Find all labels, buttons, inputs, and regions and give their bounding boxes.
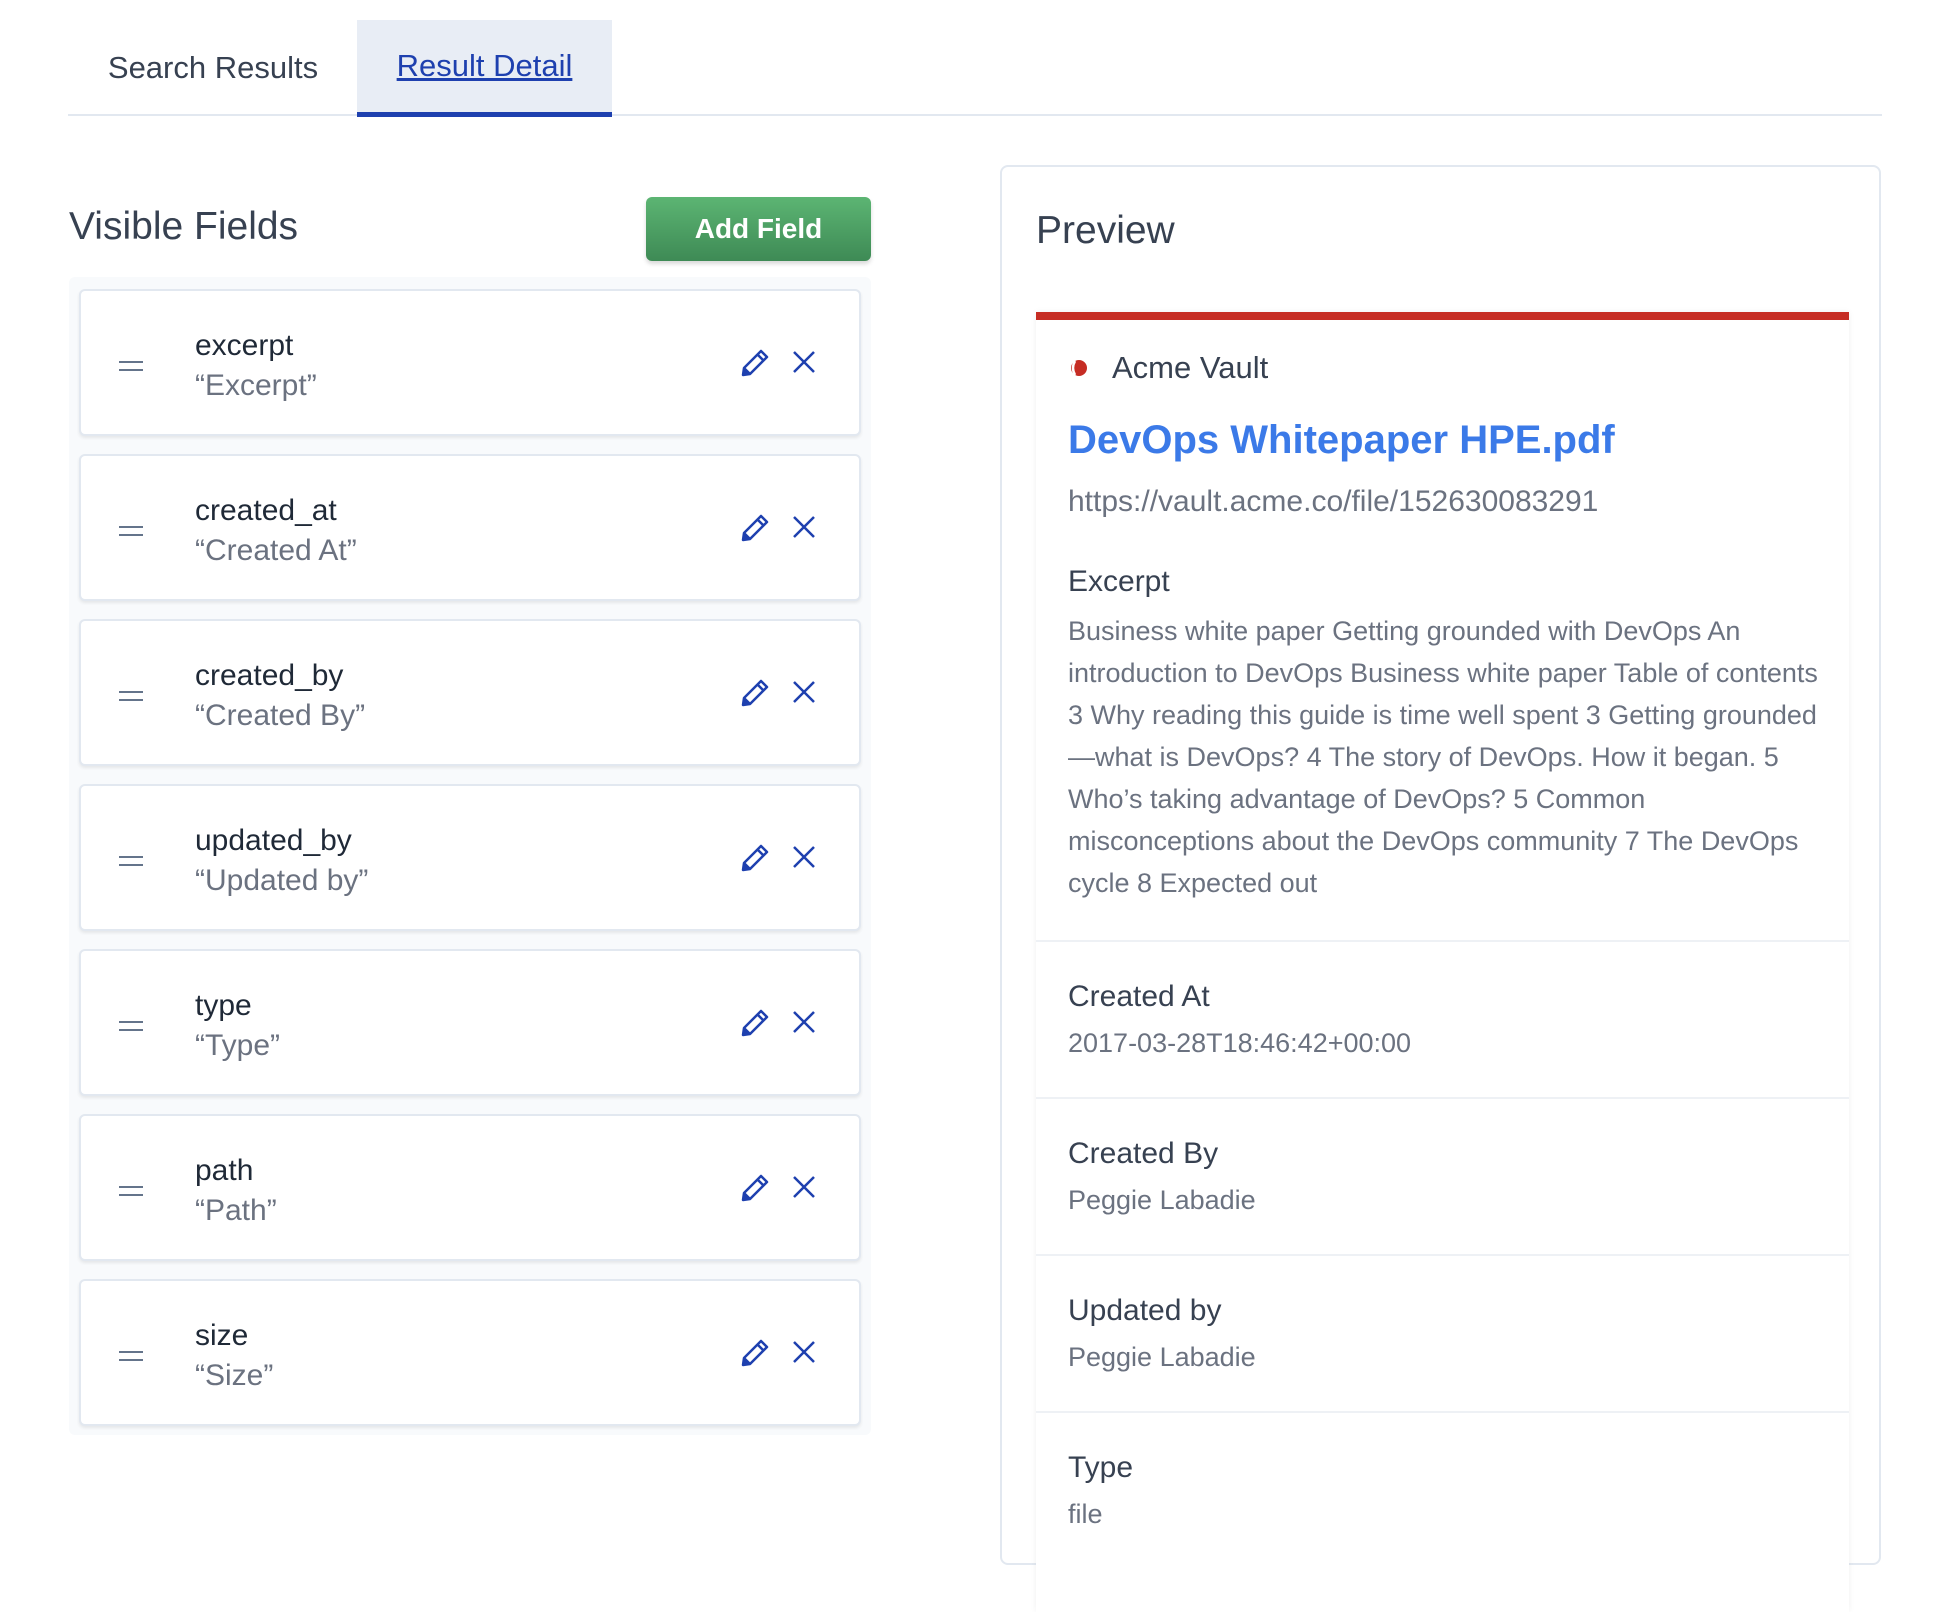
tab-bar: Search Results Result Detail — [68, 20, 1882, 117]
preview-field-value: Peggie Labadie — [1068, 1342, 1256, 1372]
result-preview-card: Acme Vault DevOps Whitepaper HPE.pdf htt… — [1036, 312, 1849, 1612]
excerpt-label: Excerpt — [1068, 565, 1170, 598]
close-icon[interactable] — [791, 1009, 817, 1035]
drag-handle-icon[interactable] — [119, 1021, 143, 1031]
field-label: “Excerpt” — [195, 369, 317, 402]
field-card[interactable]: created_by “Created By” — [79, 619, 861, 766]
field-name: excerpt — [195, 329, 294, 362]
field-card[interactable]: type “Type” — [79, 949, 861, 1096]
result-source: Acme Vault — [1068, 350, 1268, 386]
field-name: type — [195, 989, 252, 1022]
field-name: updated_by — [195, 824, 352, 857]
field-name: created_at — [195, 494, 337, 527]
field-name: path — [195, 1154, 254, 1187]
result-url: https://vault.acme.co/file/152630083291 — [1068, 485, 1599, 518]
preview-heading: Preview — [1036, 209, 1175, 252]
close-icon[interactable] — [791, 844, 817, 870]
source-name: Acme Vault — [1112, 350, 1269, 385]
drag-handle-icon[interactable] — [119, 856, 143, 866]
drag-handle-icon[interactable] — [119, 1351, 143, 1361]
preview-field-value: 2017-03-28T18:46:42+00:00 — [1068, 1028, 1412, 1058]
field-card[interactable]: size “Size” — [79, 1279, 861, 1426]
close-icon[interactable] — [791, 349, 817, 375]
field-label: “Created By” — [195, 699, 366, 732]
preview-field-section: Type file — [1036, 1411, 1849, 1568]
preview-field-value: file — [1068, 1499, 1103, 1529]
visible-fields-heading: Visible Fields — [69, 205, 299, 248]
field-name: size — [195, 1319, 249, 1352]
field-label: “Type” — [195, 1029, 281, 1062]
close-icon[interactable] — [791, 679, 817, 705]
field-card[interactable]: updated_by “Updated by” — [79, 784, 861, 931]
pencil-icon[interactable] — [739, 1172, 771, 1204]
drag-handle-icon[interactable] — [119, 526, 143, 536]
drag-handle-icon[interactable] — [119, 361, 143, 371]
source-logo-icon — [1071, 360, 1087, 376]
pencil-icon[interactable] — [739, 677, 771, 709]
close-icon[interactable] — [791, 514, 817, 540]
field-card[interactable]: path “Path” — [79, 1114, 861, 1261]
preview-field-value: Peggie Labadie — [1068, 1185, 1256, 1215]
pencil-icon[interactable] — [739, 512, 771, 544]
field-label: “Size” — [195, 1359, 274, 1392]
pencil-icon[interactable] — [739, 1007, 771, 1039]
preview-field-section: Created By Peggie Labadie — [1036, 1097, 1849, 1254]
result-title-link[interactable]: DevOps Whitepaper HPE.pdf — [1068, 418, 1615, 462]
preview-field-section: Created At 2017-03-28T18:46:42+00:00 — [1036, 940, 1849, 1097]
field-label: “Created At” — [195, 534, 357, 567]
close-icon[interactable] — [791, 1339, 817, 1365]
pencil-icon[interactable] — [739, 842, 771, 874]
pencil-icon[interactable] — [739, 347, 771, 379]
pencil-icon[interactable] — [739, 1337, 771, 1369]
field-card[interactable]: excerpt “Excerpt” — [79, 289, 861, 436]
field-label: “Updated by” — [195, 864, 369, 897]
drag-handle-icon[interactable] — [119, 1186, 143, 1196]
excerpt-text: Business white paper Getting grounded wi… — [1068, 616, 1818, 898]
field-card[interactable]: created_at “Created At” — [79, 454, 861, 601]
visible-fields-list: excerpt “Excerpt” created_at “Created At… — [69, 277, 871, 1435]
field-label: “Path” — [195, 1194, 277, 1227]
close-icon[interactable] — [791, 1174, 817, 1200]
preview-panel: Preview Acme Vault DevOps Whitepaper HPE… — [1000, 165, 1881, 1612]
field-name: created_by — [195, 659, 344, 692]
tab-result-detail[interactable]: Result Detail — [357, 20, 612, 117]
preview-field-label: Type — [1068, 1451, 1134, 1484]
drag-handle-icon[interactable] — [119, 691, 143, 701]
preview-field-label: Created At — [1068, 980, 1210, 1013]
preview-field-label: Created By — [1068, 1137, 1219, 1170]
add-field-button[interactable]: Add Field — [646, 197, 871, 261]
tab-search-results[interactable]: Search Results — [107, 50, 319, 85]
preview-field-label: Updated by — [1068, 1294, 1222, 1327]
preview-field-section: Updated by Peggie Labadie — [1036, 1254, 1849, 1411]
